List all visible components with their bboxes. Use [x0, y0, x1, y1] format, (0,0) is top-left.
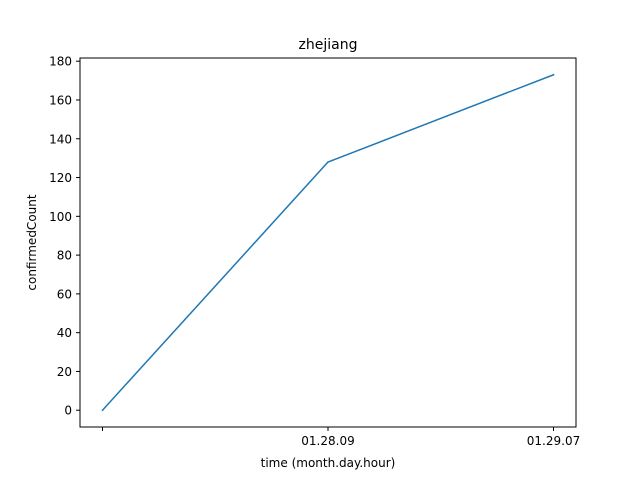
y-tick-label: 20	[57, 365, 72, 379]
y-tick-label: 160	[49, 93, 72, 107]
x-axis: 01.28.09 01.29.07	[102, 427, 580, 448]
plot-layer	[101, 73, 555, 412]
y-tick-label: 80	[57, 249, 72, 263]
data-point-0	[101, 409, 104, 411]
y-tick-label: 60	[57, 287, 72, 301]
y-tick-label: 120	[49, 171, 72, 185]
chart-title: zhejiang	[299, 37, 358, 53]
x-tick-label: 01.29.07	[527, 434, 580, 448]
y-axis: 0 20 40 60 80 100 120 140 160 180	[49, 55, 80, 418]
data-point-1	[327, 161, 329, 163]
y-tick-label: 100	[49, 210, 72, 224]
data-point-2	[552, 74, 555, 76]
y-tick-label: 40	[57, 326, 72, 340]
x-axis-label: time (month.day.hour)	[261, 456, 396, 470]
x-tick-label: 01.28.09	[301, 434, 354, 448]
y-axis-label: confirmedCount	[25, 194, 39, 290]
y-tick-label: 0	[64, 404, 72, 418]
y-tick-label: 180	[49, 55, 72, 69]
y-tick-label: 140	[49, 132, 72, 146]
